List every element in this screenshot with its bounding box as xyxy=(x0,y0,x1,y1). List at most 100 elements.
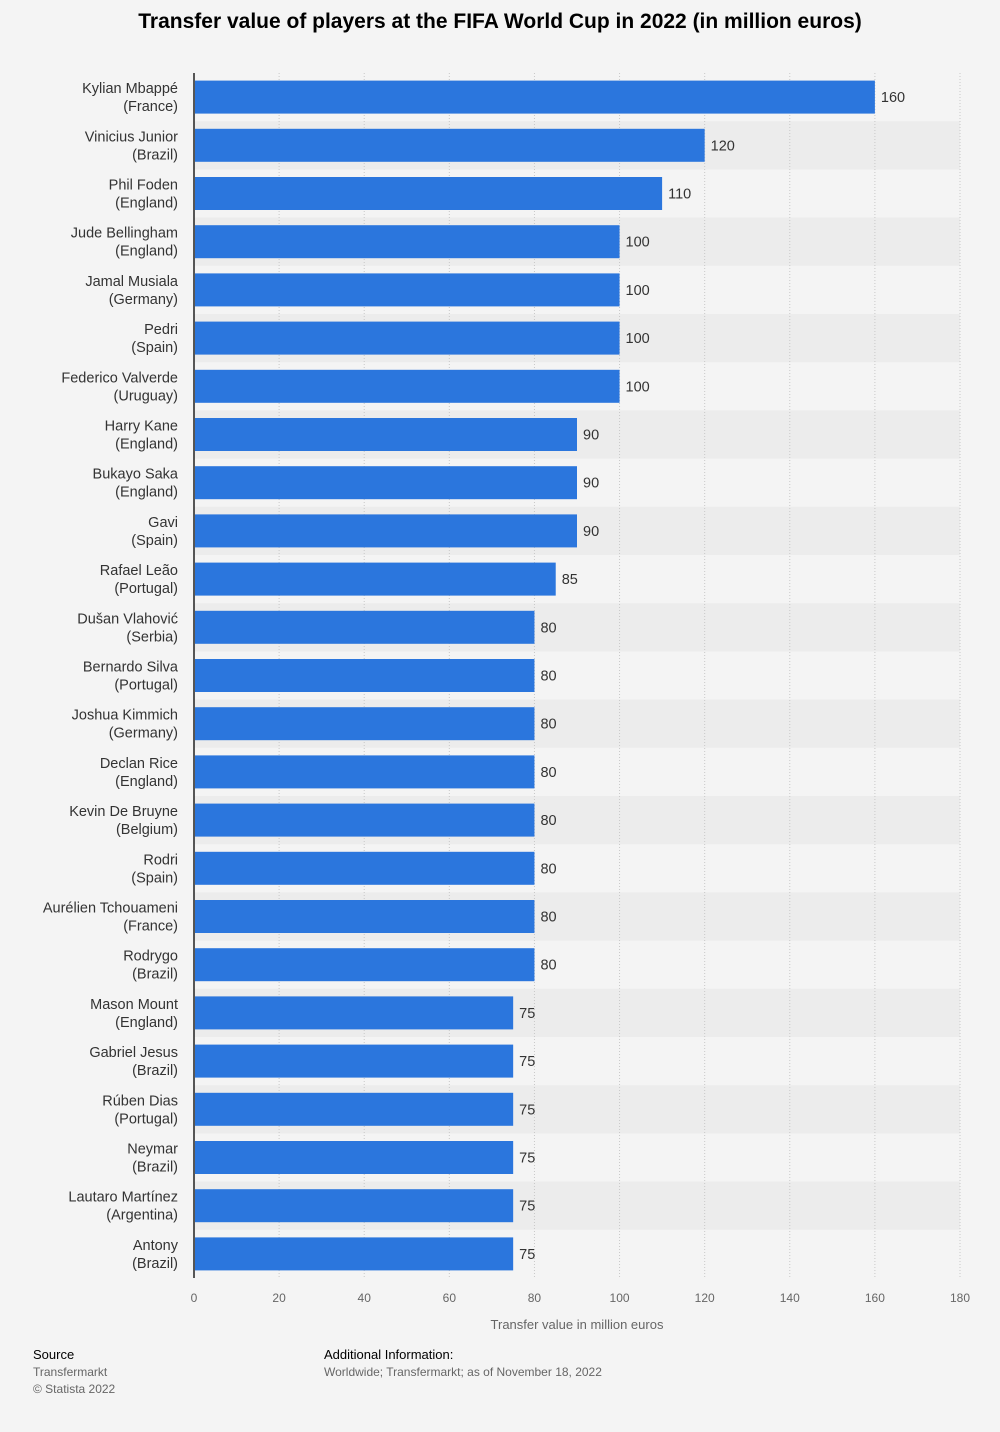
category-label: Jude Bellingham (England) xyxy=(71,226,178,260)
player-country: (Germany) xyxy=(109,292,178,308)
category-label: Rodrygo (Brazil) xyxy=(123,949,178,983)
category-label: Joshua Kimmich (Germany) xyxy=(72,708,178,742)
player-country: (England) xyxy=(115,485,178,501)
category-label: Vinicius Junior (Brazil) xyxy=(85,129,178,163)
player-name: Bernardo Silva xyxy=(83,660,179,676)
value-label: 90 xyxy=(583,524,599,540)
player-name: Mason Mount xyxy=(90,997,178,1013)
player-name: Rúben Dias xyxy=(102,1093,178,1109)
bar xyxy=(195,996,514,1030)
player-name: Phil Foden xyxy=(109,178,178,194)
value-label: 110 xyxy=(668,187,691,203)
bar xyxy=(195,369,620,403)
category-label: Neymar (Brazil) xyxy=(127,1142,178,1176)
footer-info-line: Worldwide; Transfermarkt; as of November… xyxy=(324,1365,602,1379)
category-label: Rodri (Spain) xyxy=(131,852,178,886)
x-tick-label: 180 xyxy=(950,1291,970,1305)
chart-title: Transfer value of players at the FIFA Wo… xyxy=(138,10,862,33)
player-name: Declan Rice xyxy=(100,756,178,772)
player-country: (Portugal) xyxy=(114,1111,178,1127)
player-country: (England) xyxy=(115,1015,178,1031)
value-label: 80 xyxy=(540,910,556,926)
player-country: (England) xyxy=(115,196,178,212)
bar xyxy=(195,177,663,210)
category-label: Rúben Dias (Portugal) xyxy=(102,1093,178,1127)
x-tick-label: 20 xyxy=(272,1291,286,1305)
player-name: Vinicius Junior xyxy=(85,129,178,145)
player-name: Rafael Leão xyxy=(100,563,178,579)
category-label: Dušan Vlahović (Serbia) xyxy=(77,611,178,645)
value-label: 100 xyxy=(626,235,650,251)
value-label: 75 xyxy=(519,1247,535,1263)
bar xyxy=(195,128,705,162)
bar xyxy=(195,755,535,789)
player-country: (Portugal) xyxy=(114,581,178,597)
category-label: Pedri (Spain) xyxy=(131,322,178,356)
value-label: 80 xyxy=(540,620,556,636)
player-name: Antony xyxy=(133,1238,179,1254)
player-name: Lautaro Martínez xyxy=(68,1190,178,1206)
player-name: Dušan Vlahović xyxy=(77,611,178,627)
footer-copyright: © Statista 2022 xyxy=(33,1382,116,1396)
player-name: Harry Kane xyxy=(105,419,178,435)
bar xyxy=(195,659,535,692)
bar xyxy=(195,610,535,644)
player-country: (Serbia) xyxy=(126,629,178,645)
value-label: 80 xyxy=(540,717,556,733)
value-label: 80 xyxy=(540,861,556,877)
player-country: (England) xyxy=(115,437,178,453)
player-name: Bukayo Saka xyxy=(93,467,179,483)
category-label: Declan Rice (England) xyxy=(100,756,178,790)
value-label: 80 xyxy=(540,669,556,685)
category-label: Kylian Mbappé (France) xyxy=(82,81,178,115)
value-label: 80 xyxy=(540,813,556,829)
category-label: Gabriel Jesus (Brazil) xyxy=(89,1045,178,1079)
player-country: (Spain) xyxy=(131,870,178,886)
player-country: (Uruguay) xyxy=(114,388,178,404)
category-label: Aurélien Tchouameni (France) xyxy=(43,901,178,935)
x-tick-label: 100 xyxy=(610,1291,630,1305)
bar xyxy=(195,851,535,885)
player-country: (Portugal) xyxy=(114,678,178,694)
bar xyxy=(195,1237,514,1271)
bar xyxy=(195,1189,514,1223)
category-label: Jamal Musiala (Germany) xyxy=(85,274,179,308)
player-country: (Spain) xyxy=(131,533,178,549)
player-name: Neymar xyxy=(127,1142,178,1158)
player-country: (England) xyxy=(115,774,178,790)
footer-info-title: Additional Information: xyxy=(324,1347,454,1362)
value-label: 75 xyxy=(519,1199,535,1215)
player-country: (Spain) xyxy=(131,340,178,356)
player-country: (Belgium) xyxy=(116,822,178,838)
player-country: (Brazil) xyxy=(132,147,178,163)
bar xyxy=(195,80,875,114)
category-label: Bernardo Silva (Portugal) xyxy=(83,660,179,694)
player-name: Aurélien Tchouameni xyxy=(43,901,178,917)
value-label: 100 xyxy=(626,331,650,347)
value-label: 100 xyxy=(626,379,650,395)
value-label: 75 xyxy=(519,1151,535,1167)
bar xyxy=(195,707,535,741)
bar xyxy=(195,1092,514,1126)
x-tick-label: 60 xyxy=(443,1291,457,1305)
category-label: Antony (Brazil) xyxy=(132,1238,179,1272)
category-label: Phil Foden (England) xyxy=(109,178,178,212)
player-name: Kylian Mbappé xyxy=(82,81,178,97)
value-label: 160 xyxy=(881,90,905,106)
player-country: (France) xyxy=(123,99,178,115)
value-label: 80 xyxy=(540,958,556,974)
bar xyxy=(195,562,556,596)
value-label: 75 xyxy=(519,1006,535,1022)
category-label: Bukayo Saka (England) xyxy=(93,467,179,501)
x-tick-label: 160 xyxy=(865,1291,885,1305)
category-label: Mason Mount (England) xyxy=(90,997,178,1031)
player-country: (Brazil) xyxy=(132,967,178,983)
bar xyxy=(195,900,535,933)
bar xyxy=(195,1044,514,1078)
value-label: 75 xyxy=(519,1054,535,1070)
value-label: 120 xyxy=(711,138,735,154)
player-country: (Brazil) xyxy=(132,1063,178,1079)
bar xyxy=(195,803,535,837)
x-axis-title: Transfer value in million euros xyxy=(491,1317,664,1332)
player-name: Jamal Musiala xyxy=(85,274,179,290)
